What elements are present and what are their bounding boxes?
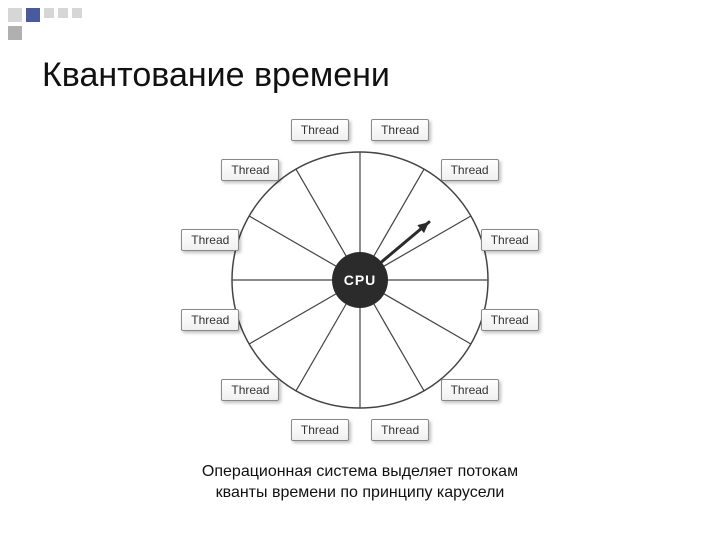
caption-line-1: Операционная система выделяет потокам (202, 463, 518, 480)
thread-box: Thread (291, 119, 349, 141)
time-slicing-diagram: CPU Thread Thread Thread Thread Thread Thread T… (160, 110, 560, 450)
caption-line-2: кванты времени по принципу карусели (216, 484, 505, 501)
thread-box: Thread (371, 419, 429, 441)
thread-box: Thread (481, 309, 539, 331)
thread-box: Thread (481, 229, 539, 251)
thread-box: Thread (181, 229, 239, 251)
thread-box: Thread (221, 159, 279, 181)
decor-square (72, 8, 82, 18)
decor-square (44, 8, 54, 18)
thread-box: Thread (221, 379, 279, 401)
thread-box: Thread (441, 159, 499, 181)
cpu-label: CPU (344, 272, 377, 288)
decor-square (8, 8, 22, 22)
thread-box: Thread (441, 379, 499, 401)
decor-square (58, 8, 68, 18)
slide-caption: Операционная система выделяет потокам кв… (0, 461, 720, 504)
slide-title: Квантование времени (42, 56, 390, 95)
decor-square (26, 8, 40, 22)
thread-box: Thread (371, 119, 429, 141)
thread-box: Thread (181, 309, 239, 331)
corner-decor (8, 8, 98, 40)
decor-square (8, 26, 22, 40)
thread-box: Thread (291, 419, 349, 441)
